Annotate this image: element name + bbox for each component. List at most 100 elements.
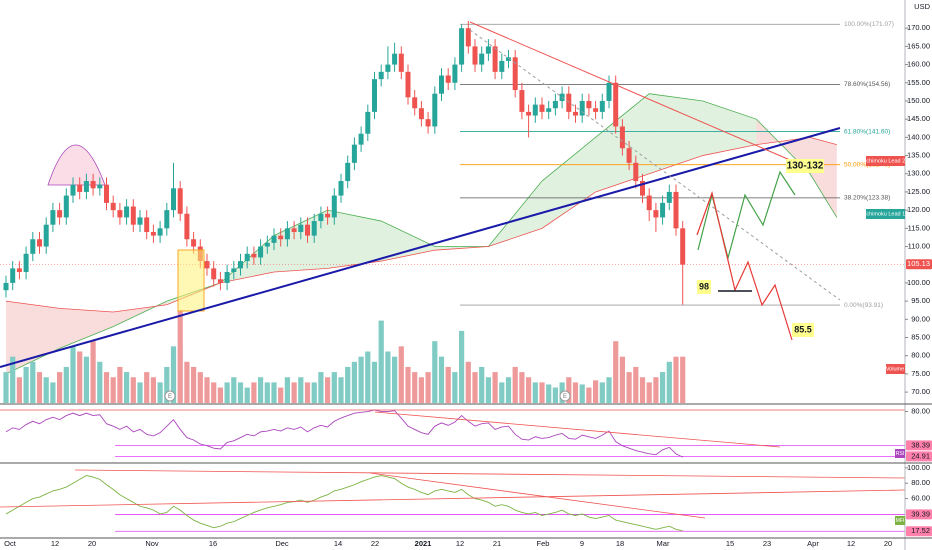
volume-bar bbox=[177, 310, 183, 403]
projection-up bbox=[697, 170, 796, 261]
candle-body bbox=[653, 210, 659, 218]
volume-bar bbox=[197, 372, 203, 403]
volume-bar bbox=[606, 377, 612, 403]
candle-body bbox=[646, 195, 652, 211]
y-tick-label: 60.00 bbox=[911, 494, 930, 503]
volume-bar bbox=[217, 387, 223, 403]
volume-bar bbox=[680, 356, 686, 403]
x-tick-label: Nov bbox=[145, 539, 159, 548]
fib-label: 38.20%(123.38) bbox=[844, 195, 890, 202]
indicator-name: RSI bbox=[896, 451, 904, 457]
candle-body bbox=[144, 217, 150, 232]
candle-body bbox=[110, 202, 116, 211]
volume-bar bbox=[465, 361, 471, 403]
candle-body bbox=[666, 191, 672, 203]
y-tick-label: 100.00 bbox=[907, 278, 930, 287]
annotation-box bbox=[697, 280, 711, 294]
candle-body bbox=[372, 79, 377, 112]
volume-bar bbox=[338, 377, 344, 403]
volume-bar bbox=[150, 377, 156, 403]
volume-bar bbox=[539, 382, 545, 403]
indicator-line bbox=[5, 475, 683, 532]
fib-label: 78.60%(154.56) bbox=[844, 81, 890, 88]
y-tick-label: 70.00 bbox=[911, 387, 930, 396]
ichimoku-line bbox=[5, 136, 837, 313]
candle-body bbox=[104, 184, 109, 203]
volume-bar bbox=[459, 330, 465, 403]
last-price-label-box bbox=[906, 259, 932, 270]
volume-bar bbox=[593, 380, 599, 403]
drawings-under bbox=[47, 144, 106, 186]
down-trend-line bbox=[469, 21, 791, 161]
x-tick-label: 18 bbox=[616, 539, 624, 548]
volume-bar bbox=[137, 382, 143, 403]
volume-bar bbox=[499, 382, 505, 403]
candle-body bbox=[452, 64, 458, 83]
volume-bar bbox=[646, 382, 652, 403]
y-tick-label: 165.00 bbox=[907, 41, 930, 50]
volume-bar bbox=[365, 351, 371, 403]
candle-body bbox=[345, 162, 351, 182]
volume-bar bbox=[392, 356, 398, 403]
earnings-marker bbox=[164, 390, 176, 402]
volume-bar bbox=[298, 377, 304, 403]
y-tick-label: 110.00 bbox=[908, 242, 930, 251]
cloud bbox=[702, 100, 757, 156]
y-tick-label: 150.00 bbox=[907, 96, 930, 105]
currency: USD bbox=[914, 2, 930, 11]
volume-bar bbox=[90, 341, 96, 403]
candle-body bbox=[43, 224, 49, 247]
x-tick-label: Dec bbox=[275, 539, 289, 548]
volume-bar bbox=[63, 366, 69, 403]
x-tick-label: Feb bbox=[537, 539, 550, 548]
volume-bar bbox=[3, 372, 9, 403]
volume-bar bbox=[586, 387, 592, 403]
volume-bar bbox=[626, 372, 632, 403]
volume-bar bbox=[36, 372, 43, 403]
candle-body bbox=[70, 184, 76, 196]
x-tick-label: 20 bbox=[88, 539, 96, 548]
x-tick-label: 16 bbox=[209, 539, 217, 548]
last-price-label: 105.13 bbox=[907, 259, 930, 268]
y-tick-label: 170.00 bbox=[907, 23, 930, 32]
candle-body bbox=[97, 184, 103, 189]
volume-bar bbox=[10, 356, 16, 403]
y-tick-label: 95.00 bbox=[911, 296, 930, 305]
volume-bar bbox=[418, 377, 424, 403]
volume-bar bbox=[405, 366, 411, 403]
candle-body bbox=[432, 93, 438, 127]
candle-body bbox=[512, 57, 518, 91]
candle-body bbox=[445, 75, 451, 83]
volume-bar bbox=[599, 382, 605, 403]
candle-body bbox=[211, 268, 217, 280]
level-label: 38.39 bbox=[911, 440, 930, 449]
x-tick-label: 12 bbox=[847, 539, 855, 548]
candle-body bbox=[479, 53, 485, 65]
y-tick-label: 80.00 bbox=[911, 478, 930, 487]
candle-body bbox=[291, 228, 297, 232]
candle-body bbox=[271, 235, 277, 243]
volume-bar bbox=[271, 382, 277, 403]
ichimoku-label: Ichimoku Lead 1 bbox=[865, 211, 905, 217]
y-tick-label: 120.00 bbox=[907, 205, 930, 214]
candle-body bbox=[298, 224, 304, 232]
level-label: 24.91 bbox=[911, 451, 930, 460]
indicator-line bbox=[5, 409, 683, 458]
candle-body bbox=[191, 239, 197, 247]
volume-bar bbox=[613, 341, 619, 403]
volume-bar bbox=[318, 372, 324, 403]
level-label-box bbox=[906, 440, 932, 451]
ichimoku-label-box bbox=[866, 209, 905, 219]
volume-bar bbox=[325, 377, 331, 403]
indicator-name: MFI bbox=[896, 518, 905, 524]
volume-bar bbox=[378, 320, 384, 403]
y-tick-label: 125.00 bbox=[907, 187, 930, 196]
candle-body bbox=[331, 195, 337, 218]
candle-body bbox=[378, 71, 384, 80]
volume-bar bbox=[479, 366, 485, 403]
candle-body bbox=[10, 268, 16, 283]
candle-body bbox=[23, 253, 29, 272]
x-tick-label: Mar bbox=[657, 539, 670, 548]
level-label-box bbox=[906, 451, 932, 462]
